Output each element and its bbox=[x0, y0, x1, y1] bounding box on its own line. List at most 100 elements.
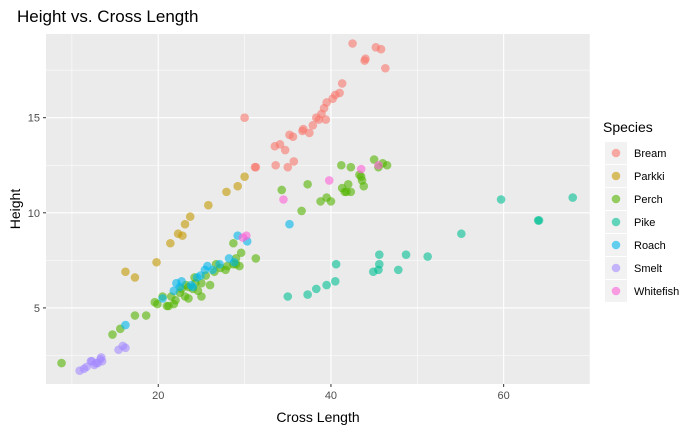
data-point bbox=[381, 63, 390, 73]
data-point bbox=[376, 44, 386, 54]
data-point bbox=[298, 126, 307, 136]
series-parkki bbox=[121, 172, 249, 282]
data-point bbox=[297, 206, 306, 216]
data-point bbox=[229, 257, 239, 267]
data-point bbox=[361, 54, 370, 64]
legend-symbol bbox=[611, 194, 621, 204]
legend-symbol bbox=[611, 263, 621, 273]
data-point bbox=[223, 261, 232, 271]
data-point bbox=[242, 231, 251, 240]
chart-title: Height vs. Cross Length bbox=[17, 7, 198, 26]
data-point bbox=[374, 160, 383, 170]
data-point bbox=[348, 39, 357, 48]
data-point bbox=[375, 250, 384, 259]
legend-item-pike: Pike bbox=[605, 211, 655, 233]
data-point bbox=[204, 200, 213, 210]
x-tick-label: 20 bbox=[152, 390, 164, 402]
data-point bbox=[317, 109, 326, 119]
data-point bbox=[322, 98, 331, 107]
data-point bbox=[375, 259, 384, 269]
data-point bbox=[324, 176, 334, 185]
data-point bbox=[141, 311, 151, 320]
data-point bbox=[280, 145, 290, 155]
data-point bbox=[197, 292, 206, 301]
data-point bbox=[166, 238, 175, 248]
data-point bbox=[208, 265, 217, 275]
series-pike bbox=[283, 193, 578, 301]
series-whitefish bbox=[238, 160, 383, 242]
data-point bbox=[222, 187, 231, 197]
data-point bbox=[322, 280, 331, 290]
data-point bbox=[130, 273, 140, 282]
legend-symbol bbox=[611, 217, 621, 227]
data-point bbox=[108, 330, 117, 339]
minor-gridlines bbox=[46, 34, 591, 384]
data-point bbox=[251, 254, 261, 263]
legend-title: Species bbox=[603, 119, 653, 135]
data-point bbox=[91, 358, 101, 368]
data-point bbox=[289, 157, 299, 166]
legend-item-whitefish: Whitefish bbox=[605, 280, 679, 302]
x-tick-label: 40 bbox=[325, 390, 337, 402]
data-point bbox=[236, 248, 246, 258]
data-point bbox=[118, 341, 128, 351]
data-point bbox=[215, 259, 224, 269]
legend-label: Parkki bbox=[634, 171, 665, 183]
data-point bbox=[308, 121, 318, 130]
legend-item-roach: Roach bbox=[605, 234, 666, 256]
legend-symbol bbox=[611, 240, 621, 250]
data-point bbox=[331, 259, 341, 269]
data-point bbox=[337, 79, 347, 88]
plot-panel bbox=[46, 34, 590, 384]
data-point bbox=[177, 276, 186, 286]
legend-label: Pike bbox=[634, 217, 655, 229]
legend-symbol bbox=[611, 171, 621, 181]
data-point bbox=[270, 141, 280, 151]
data-point bbox=[285, 219, 294, 229]
legend-item-parkki: Parkki bbox=[605, 165, 665, 187]
data-point bbox=[178, 231, 187, 240]
data-point bbox=[153, 299, 162, 309]
data-point bbox=[288, 132, 298, 142]
legend-label: Bream bbox=[634, 148, 666, 160]
data-point bbox=[277, 185, 287, 195]
legend-item-perch: Perch bbox=[605, 188, 663, 210]
y-tick-label: 10 bbox=[28, 208, 40, 220]
series-bream bbox=[240, 39, 390, 172]
data-point bbox=[326, 197, 336, 206]
data-point bbox=[240, 172, 249, 181]
legend-label: Smelt bbox=[634, 263, 662, 275]
data-point bbox=[152, 257, 161, 267]
data-point bbox=[311, 284, 321, 294]
data-point bbox=[534, 216, 544, 225]
series-smelt bbox=[75, 341, 130, 375]
data-point bbox=[283, 292, 293, 301]
data-point bbox=[305, 128, 314, 138]
data-point bbox=[121, 267, 130, 277]
legend-item-smelt: Smelt bbox=[605, 257, 662, 279]
data-point bbox=[130, 311, 140, 320]
legend-label: Perch bbox=[634, 194, 663, 206]
data-point bbox=[303, 290, 312, 299]
data-point bbox=[343, 179, 353, 189]
data-point bbox=[401, 250, 411, 259]
data-point bbox=[158, 294, 167, 303]
y-tick-label: 5 bbox=[34, 303, 40, 315]
data-point bbox=[335, 88, 344, 98]
legend-label: Whitefish bbox=[634, 286, 679, 298]
data-point bbox=[330, 276, 340, 286]
data-point bbox=[303, 179, 312, 189]
data-point bbox=[205, 280, 215, 290]
legend: Species Bream Parkki Perch Pike Roach Smelt Wh… bbox=[603, 119, 679, 302]
x-axis-title: Cross Length bbox=[276, 409, 359, 425]
data-point bbox=[251, 162, 261, 172]
x-tick-label: 60 bbox=[498, 390, 510, 402]
data-point bbox=[57, 358, 66, 368]
data-point bbox=[394, 265, 403, 275]
legend-symbol bbox=[611, 286, 621, 296]
y-tick-label: 15 bbox=[28, 113, 40, 125]
data-point bbox=[279, 195, 288, 204]
data-points bbox=[57, 39, 578, 375]
data-point bbox=[457, 229, 466, 239]
